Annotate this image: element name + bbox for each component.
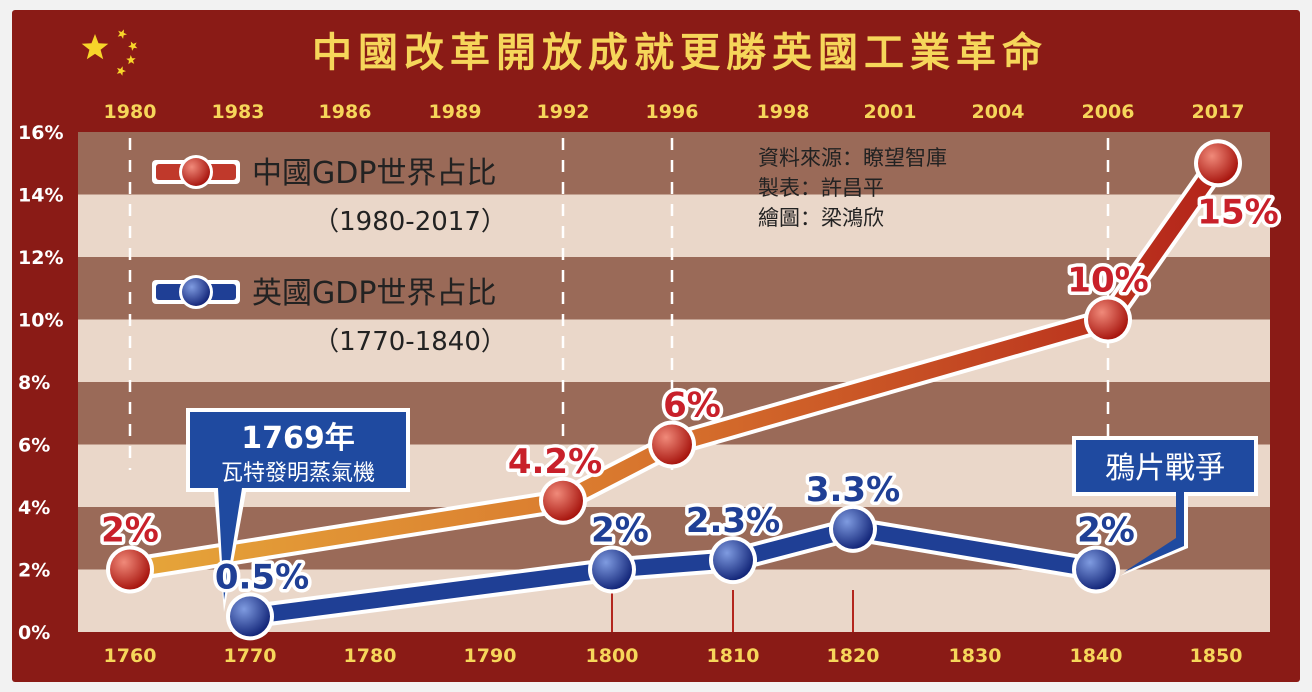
data-label-uk: 2%: [591, 511, 649, 551]
point-china: [652, 424, 692, 465]
data-label-uk: 0.5%: [215, 557, 309, 597]
top-axis-tick-label: 2001: [864, 101, 917, 123]
callout-box: [190, 412, 406, 600]
legend-marker: [182, 158, 210, 186]
y-tick-label: 16%: [18, 122, 63, 144]
point-uk: [1076, 549, 1116, 590]
bottom-axis-tick-label: 1820: [827, 645, 880, 667]
legend-period: （1770-1840）: [313, 327, 507, 357]
legend-item-uk: 英國GDP世界占比 （1770-1840）: [152, 275, 507, 357]
y-tick-label: 10%: [18, 310, 63, 332]
point-china: [543, 480, 583, 521]
bottom-axis-tick-label: 1840: [1070, 645, 1123, 667]
legend: 中國GDP世界占比 （1980-2017） 英國GDP世界占比 （1770-1840）: [152, 155, 507, 357]
point-uk: [230, 596, 270, 637]
top-axis-tick-label: 2017: [1192, 101, 1245, 123]
top-axis-tick-label: 1980: [104, 101, 157, 123]
callout-opium-war: 鴉片戰爭: [1072, 436, 1258, 576]
y-tick-label: 12%: [18, 247, 63, 269]
top-axis-tick-label: 2006: [1082, 101, 1135, 123]
bottom-axis-tick-label: 1760: [104, 645, 157, 667]
y-tick-label: 14%: [18, 185, 63, 207]
y-tick-label: 8%: [18, 372, 50, 394]
callout-text: 鴉片戰爭: [1105, 451, 1225, 486]
data-label-uk: 2%: [1077, 511, 1135, 551]
legend-period: （1980-2017）: [313, 207, 507, 237]
bottom-axis-tick-label: 1770: [224, 645, 277, 667]
chart-title: 中國改革開放成就更勝英國工業革命: [312, 30, 1048, 76]
legend-label: 英國GDP世界占比: [252, 276, 496, 311]
point-china: [1088, 299, 1128, 340]
data-label-uk: 2.3%: [686, 501, 780, 541]
credit-line: 資料來源：瞭望智庫: [758, 146, 947, 170]
legend-label: 中國GDP世界占比: [252, 156, 496, 191]
legend-marker: [182, 278, 210, 306]
legend-item-china: 中國GDP世界占比 （1980-2017）: [152, 155, 507, 237]
point-uk: [713, 540, 753, 581]
data-label-uk: 3.3%: [806, 470, 900, 510]
grid-band: [78, 132, 1270, 195]
bottom-axis-tick-label: 1780: [344, 645, 397, 667]
callout-box: [1076, 440, 1254, 572]
top-axis-tick-label: 1986: [319, 101, 372, 123]
bottom-axis-tick-label: 1830: [949, 645, 1002, 667]
top-axis-tick-label: 2004: [972, 101, 1025, 123]
top-axis-tick-label: 1989: [429, 101, 482, 123]
data-label-china: 15%: [1197, 192, 1278, 232]
credit-line: 製表：許昌平: [758, 176, 884, 200]
grid-band: [78, 257, 1270, 320]
point-china: [1198, 143, 1238, 184]
star-icon: [128, 41, 138, 51]
top-axis-tick-label: 1992: [537, 101, 590, 123]
bottom-axis-tick-label: 1850: [1190, 645, 1243, 667]
point-uk: [833, 508, 873, 549]
data-label-china: 6%: [663, 386, 721, 426]
y-tick-label: 2%: [18, 560, 50, 582]
y-tick-label: 4%: [18, 497, 50, 519]
star-icon: [116, 66, 126, 76]
star-icon: [81, 34, 109, 60]
callout-year: 1769年: [241, 421, 355, 456]
point-china: [110, 549, 150, 590]
bottom-axis-tick-label: 1790: [464, 645, 517, 667]
callout-text: 瓦特發明蒸氣機: [221, 461, 375, 486]
bottom-axis-tick-label: 1800: [586, 645, 639, 667]
data-label-china: 10%: [1067, 261, 1148, 301]
data-label-china: 4.2%: [508, 442, 602, 482]
grid-band: [78, 194, 1270, 257]
bottom-axis-tick-label: 1810: [707, 645, 760, 667]
y-tick-label: 0%: [18, 622, 50, 644]
point-uk: [592, 549, 632, 590]
top-axis-tick-label: 1998: [757, 101, 810, 123]
top-axis-tick-label: 1983: [212, 101, 265, 123]
star-icon: [126, 55, 136, 65]
top-axis-tick-label: 1996: [646, 101, 699, 123]
star-icon: [117, 29, 127, 39]
data-label-china: 2%: [101, 511, 159, 551]
y-tick-label: 6%: [18, 435, 50, 457]
credit-line: 繪圖：梁鴻欣: [758, 206, 884, 230]
